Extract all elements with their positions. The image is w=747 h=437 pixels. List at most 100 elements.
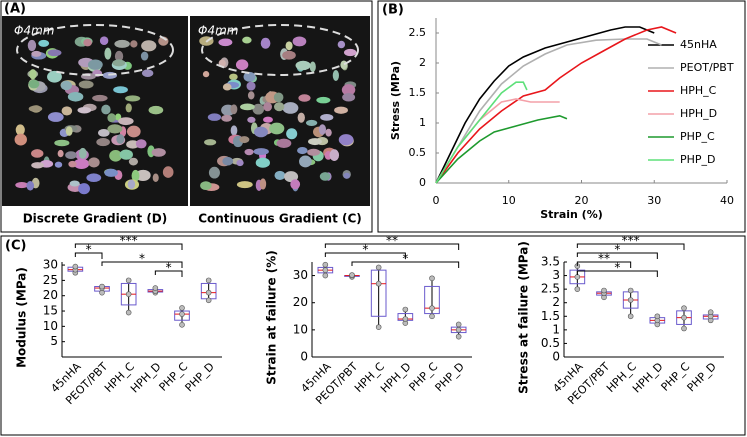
strut xyxy=(31,149,44,158)
data-point xyxy=(322,272,329,279)
strut xyxy=(276,138,292,149)
strut xyxy=(307,148,321,156)
strut xyxy=(118,117,134,126)
strut xyxy=(131,169,140,182)
strut xyxy=(343,48,357,57)
strut xyxy=(68,160,77,168)
series-line xyxy=(435,114,568,184)
strut xyxy=(243,71,256,82)
strut xyxy=(130,40,138,48)
box xyxy=(174,310,190,321)
strut xyxy=(253,148,269,156)
legend-label: PEOT/PBT xyxy=(680,61,734,74)
image-caption: Continuous Gradient (C) xyxy=(198,212,362,226)
strut xyxy=(104,168,118,177)
x-tick-label: 30 xyxy=(647,194,661,207)
significance-bracket xyxy=(324,252,406,259)
data-point xyxy=(179,305,185,311)
significance-label: * xyxy=(402,252,408,266)
data-point xyxy=(125,309,132,316)
strut xyxy=(269,122,285,135)
y-tick-label: 0 xyxy=(300,350,308,364)
significance-bracket xyxy=(576,243,685,250)
y-tick-label: 1 xyxy=(552,322,560,336)
data-point xyxy=(179,311,185,317)
y-tick-label: 0.5 xyxy=(409,146,427,159)
y-tick-label: 1 xyxy=(419,116,426,129)
data-point xyxy=(99,283,105,290)
strut xyxy=(38,39,50,47)
strut xyxy=(47,70,62,83)
data-point xyxy=(205,277,212,284)
significance-label: *** xyxy=(120,234,138,248)
y-tick-label: 3.5 xyxy=(541,255,560,269)
x-tick-label: HPH_D xyxy=(378,360,413,395)
series-line xyxy=(435,98,560,184)
data-point xyxy=(205,297,212,304)
strut xyxy=(319,172,331,181)
strut xyxy=(135,139,147,149)
data-point xyxy=(681,305,687,311)
strut xyxy=(240,103,255,111)
strut xyxy=(125,95,141,102)
strut xyxy=(297,146,308,155)
y-tick-label: 20 xyxy=(293,295,308,309)
panel-label: (C) xyxy=(5,239,26,254)
strut xyxy=(290,179,301,190)
strut xyxy=(273,102,285,112)
strut xyxy=(282,102,299,114)
panel-label: (B) xyxy=(382,3,404,18)
strut xyxy=(60,80,72,91)
data-point xyxy=(322,261,329,268)
legend-label: HPH_C xyxy=(680,84,717,97)
series-line xyxy=(435,81,528,184)
strut xyxy=(274,170,286,181)
data-point xyxy=(125,291,132,297)
strut xyxy=(222,156,234,166)
strut xyxy=(236,181,253,189)
scale-label: Φ4mm xyxy=(14,24,54,38)
strut xyxy=(128,157,139,166)
strut xyxy=(200,181,212,191)
strut xyxy=(104,47,112,60)
strut xyxy=(318,124,327,135)
data-point xyxy=(375,324,382,330)
y-tick-label: 10 xyxy=(43,319,58,333)
strut xyxy=(47,49,62,57)
data-point xyxy=(601,287,607,294)
data-point xyxy=(429,305,435,311)
panel-a-frame xyxy=(0,0,373,233)
strut xyxy=(14,133,27,146)
strut xyxy=(325,128,332,137)
x-tick-label: 0 xyxy=(433,194,440,207)
strut xyxy=(78,147,87,159)
data-point xyxy=(574,274,581,280)
strut xyxy=(15,181,29,189)
strut xyxy=(260,37,271,49)
x-tick-label: 20 xyxy=(575,194,589,207)
strut xyxy=(73,158,90,170)
data-point xyxy=(375,280,382,287)
strut xyxy=(92,94,108,102)
y-tick-label: 3 xyxy=(552,268,560,282)
y-tick-label: 2 xyxy=(419,56,426,69)
strut xyxy=(230,125,238,136)
strut xyxy=(116,134,125,144)
x-tick-label: PHP_D xyxy=(433,360,467,394)
strut xyxy=(113,86,128,94)
strut xyxy=(340,60,348,70)
significance-bracket xyxy=(576,270,658,277)
strut xyxy=(230,104,238,115)
strut xyxy=(259,178,267,190)
data-point xyxy=(125,277,132,284)
strut xyxy=(342,92,356,102)
strut xyxy=(28,79,40,89)
y-axis-label: Strain at failure (%) xyxy=(265,250,279,385)
y-tick-label: 2.5 xyxy=(541,282,560,296)
strut xyxy=(47,112,64,122)
legend-label: PHP_D xyxy=(680,153,716,166)
strut xyxy=(244,148,254,156)
significance-label: *** xyxy=(622,234,640,248)
series-line xyxy=(435,26,655,184)
y-tick-label: 1.5 xyxy=(409,86,427,99)
